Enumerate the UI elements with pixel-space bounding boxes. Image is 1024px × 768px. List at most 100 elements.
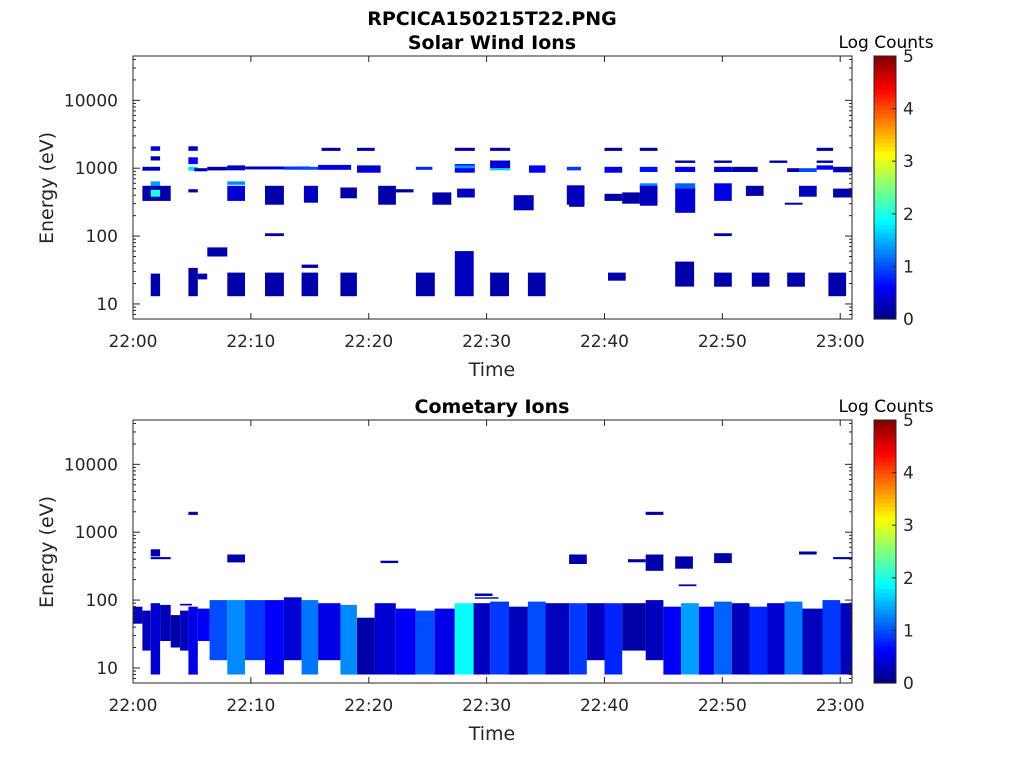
spectrogram-cell	[227, 181, 245, 185]
colorbar-step	[874, 440, 896, 446]
spectrogram-cell	[265, 185, 284, 205]
y-tick-label: 1000	[75, 523, 118, 543]
colorbar-step	[874, 154, 896, 160]
colorbar-step	[874, 674, 896, 680]
spectrogram-cell	[569, 203, 585, 207]
colorbar-step	[874, 604, 896, 610]
spectrogram-cell	[415, 272, 435, 297]
colorbar-tick-label: 1	[903, 257, 914, 277]
colorbar-step	[874, 113, 896, 119]
colorbar-step	[874, 129, 896, 135]
solar-wind-ions-panel: Solar Wind Ions 22:00 22:10 22:20 22:30 22:4…	[36, 32, 934, 381]
spectrogram-cell	[395, 189, 414, 193]
colorbar-step	[874, 249, 896, 254]
colorbar-step	[874, 678, 896, 684]
spectrogram-cell	[188, 189, 198, 193]
x-tick-label: 22:20	[344, 332, 393, 352]
spectrogram-cell	[569, 603, 587, 675]
y-tick-label: 100	[86, 227, 118, 247]
spectrogram-cell	[188, 606, 198, 675]
colorbar-step	[874, 424, 896, 429]
spectrogram-cell	[490, 147, 511, 151]
spectrogram-cell	[731, 166, 758, 172]
colorbar-step	[874, 310, 896, 316]
colorbar-step	[874, 432, 896, 438]
spectrogram-cell	[474, 593, 493, 596]
spectrogram-cell	[357, 165, 381, 173]
colorbar-step	[874, 662, 896, 668]
colorbar-tick-label: 0	[903, 310, 914, 330]
spectrogram-cell	[340, 272, 357, 297]
colorbar-step	[874, 625, 896, 631]
colorbar-step	[874, 493, 896, 499]
spectrogram-cell	[301, 272, 319, 297]
spectrogram-cell	[378, 185, 396, 205]
colorbar-step	[874, 208, 896, 213]
spectrogram-cell	[245, 600, 265, 661]
colorbar-tick-label: 3	[903, 152, 914, 172]
spectrogram-cell	[604, 166, 623, 173]
spectrogram-cell	[318, 164, 352, 170]
spectrogram-cell	[150, 603, 161, 675]
y-tick-label: 10	[96, 659, 118, 679]
spectrogram-cell	[207, 166, 228, 171]
spectrogram-cell	[188, 166, 198, 171]
colorbar-tick-label: 4	[903, 464, 914, 484]
colorbar-step	[874, 314, 896, 320]
colorbar-step	[874, 621, 896, 627]
spectrogram-cell	[150, 181, 161, 186]
colorbar-step	[874, 633, 896, 639]
spectrogram-cell	[663, 606, 682, 675]
spectrogram-cell	[799, 168, 817, 172]
colorbar: 0 1 2 3 4 5	[873, 411, 914, 694]
spectrogram-cell	[816, 147, 834, 151]
spectrogram-cell	[188, 146, 198, 151]
spectrogram-cell	[227, 165, 245, 171]
x-tick-label: 22:10	[226, 332, 275, 352]
spectrogram-cell	[265, 272, 284, 297]
colorbar-step	[874, 572, 896, 577]
colorbar-step	[874, 64, 896, 69]
spectrogram-cell	[816, 165, 834, 170]
spectrogram-cell	[150, 146, 161, 151]
colorbar-step	[874, 138, 896, 143]
spectrogram-cell	[474, 597, 499, 599]
spectrogram-cell	[745, 185, 764, 196]
colorbar-step	[874, 543, 896, 548]
spectrogram-cell	[828, 272, 847, 297]
x-axis-label: Time	[468, 359, 516, 381]
x-tick-label: 22:20	[344, 696, 393, 716]
colorbar-step	[874, 609, 896, 614]
colorbar-step	[874, 203, 896, 209]
spectrogram-cell	[490, 160, 511, 169]
spectrogram-cell	[787, 272, 805, 287]
colorbar-step	[874, 465, 896, 470]
colorbar-step	[874, 551, 896, 557]
colorbar-step	[874, 666, 896, 672]
colorbar-tick-label: 3	[903, 516, 914, 536]
colorbar-step	[874, 576, 896, 581]
figure-title: RPCICA150215T22.PNG	[367, 8, 617, 30]
colorbar-step	[874, 547, 896, 553]
spectrogram-cell	[645, 554, 664, 571]
spectrogram-cell	[194, 168, 208, 172]
colorbar-step	[874, 641, 896, 647]
colorbar-step	[874, 72, 896, 78]
y-tick-label: 100	[86, 591, 118, 611]
colorbar-step	[874, 240, 896, 246]
colorbar-step	[874, 282, 896, 287]
colorbar-step	[874, 146, 896, 152]
spectrogram-cells	[133, 511, 852, 675]
spectrogram-cell	[197, 273, 208, 280]
colorbar-step	[874, 265, 896, 271]
colorbar-step	[874, 80, 896, 86]
colorbar-step	[874, 92, 896, 98]
spectrogram-cell	[767, 603, 785, 675]
colorbar-step	[874, 68, 896, 74]
colorbar-frame	[873, 55, 897, 320]
spectrogram-cell	[180, 610, 189, 651]
spectrogram-cell	[150, 549, 161, 557]
spectrogram-cell	[301, 600, 319, 675]
spectrogram-cell	[822, 600, 841, 675]
spectrogram-cell	[227, 600, 245, 675]
